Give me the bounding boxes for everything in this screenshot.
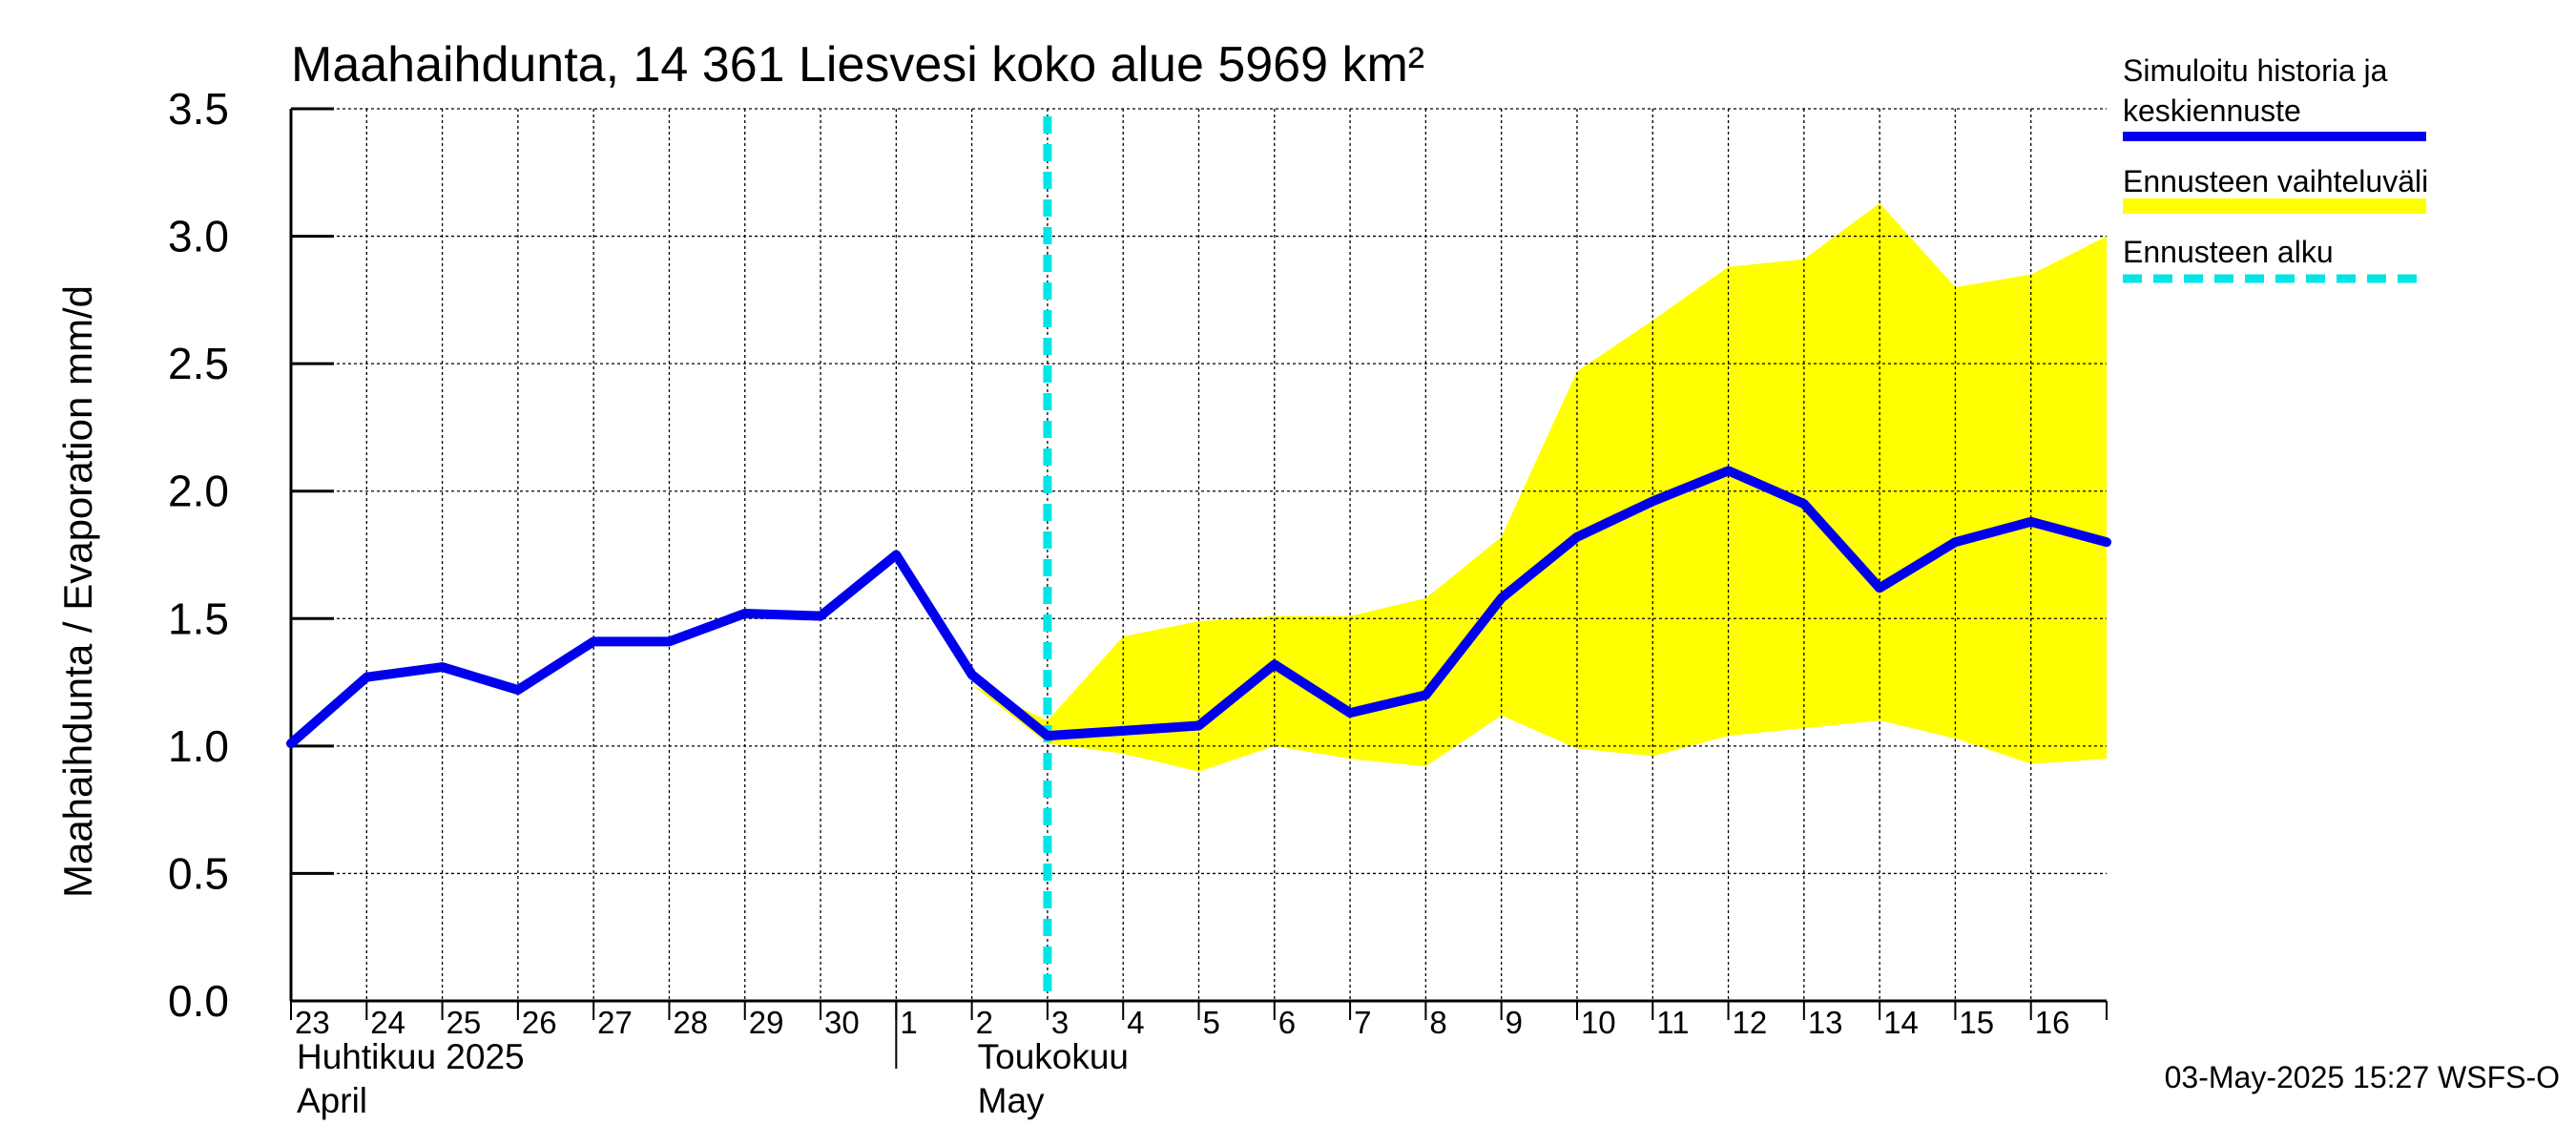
y-tick-label: 1.5 — [168, 593, 229, 643]
series-line-simulated — [286, 466, 2111, 749]
timestamp-footer: 03-May-2025 15:27 WSFS-O — [2165, 1060, 2560, 1094]
x-day-label: 14 — [1883, 1005, 1919, 1040]
y-tick-label: 3.0 — [168, 212, 229, 261]
x-day-label: 15 — [1959, 1005, 1994, 1040]
month-labels: Huhtikuu 2025 April Toukokuu May — [297, 1037, 1129, 1120]
y-tick-label: 3.5 — [168, 84, 229, 134]
x-day-label: 4 — [1127, 1005, 1144, 1040]
x-day-label: 7 — [1354, 1005, 1371, 1040]
y-tick-label: 0.0 — [168, 976, 229, 1026]
x-day-label: 30 — [824, 1005, 860, 1040]
x-day-label: 8 — [1429, 1005, 1446, 1040]
legend: Simuloitu historia ja keskiennuste Ennus… — [2123, 53, 2428, 283]
chart-title: Maahaihdunta, 14 361 Liesvesi koko alue … — [291, 37, 1424, 93]
x-day-label: 2 — [976, 1005, 993, 1040]
x-day-label: 5 — [1203, 1005, 1220, 1040]
x-day-label: 9 — [1506, 1005, 1523, 1040]
x-day-label: 28 — [673, 1005, 708, 1040]
y-axis-labels: 0.0 0.5 1.0 1.5 2.0 2.5 3.0 3.5 — [168, 84, 229, 1026]
legend-label-history-1: Simuloitu historia ja — [2123, 53, 2388, 88]
x-day-label: 1 — [900, 1005, 917, 1040]
legend-label-forecast-start: Ennusteen alku — [2123, 235, 2334, 269]
x-day-label: 26 — [522, 1005, 557, 1040]
legend-label-history-2: keskiennuste — [2123, 94, 2301, 128]
y-axis-label: Maahaihdunta / Evaporation mm/d — [55, 285, 100, 898]
plot-area — [286, 107, 2111, 1069]
month-label: Toukokuu — [978, 1037, 1129, 1076]
x-day-label: 3 — [1051, 1005, 1069, 1040]
x-day-label: 10 — [1581, 1005, 1616, 1040]
y-tick-label: 2.5 — [168, 339, 229, 388]
y-tick-label: 2.0 — [168, 467, 229, 516]
x-day-label: 25 — [447, 1005, 482, 1040]
forecast-range-band — [971, 202, 2107, 772]
x-day-label: 6 — [1278, 1005, 1296, 1040]
month-label-english: April — [297, 1081, 367, 1120]
y-tick-label: 1.0 — [168, 721, 229, 771]
x-day-label: 13 — [1808, 1005, 1843, 1040]
x-day-label: 12 — [1733, 1005, 1768, 1040]
x-day-label: 16 — [2035, 1005, 2070, 1040]
month-label-english: May — [978, 1081, 1045, 1120]
y-tick-label: 0.5 — [168, 848, 229, 898]
x-axis-labels: 23 24 25 26 27 28 29 30 1 2 3 4 5 6 7 8 9 10 11 12 13 14 15 16 — [295, 1005, 2069, 1040]
x-day-label: 29 — [749, 1005, 784, 1040]
x-day-label: 23 — [295, 1005, 330, 1040]
month-label: Huhtikuu 2025 — [297, 1037, 525, 1076]
x-day-label: 27 — [597, 1005, 633, 1040]
x-day-label: 11 — [1656, 1005, 1689, 1040]
legend-label-range: Ennusteen vaihteluväli — [2123, 164, 2428, 198]
x-day-label: 24 — [370, 1005, 405, 1040]
